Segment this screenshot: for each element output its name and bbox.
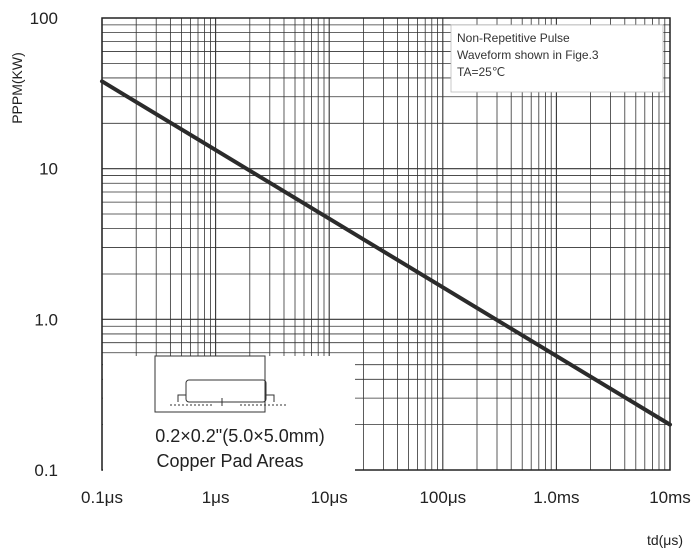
pad-label-line-2: Copper Pad Areas	[156, 451, 303, 471]
x-tick-label: 100μs	[419, 488, 466, 507]
note-line-1: Non-Repetitive Pulse	[457, 31, 570, 45]
series-layer	[100, 79, 672, 427]
x-tick-label: 10ms	[649, 488, 691, 507]
x-tick-label: 1μs	[202, 488, 230, 507]
x-axis-label: td(μs)	[647, 532, 683, 548]
copper-pad-label-bg	[128, 418, 346, 474]
y-tick-label: 100	[30, 9, 58, 28]
y-tick-label: 10	[39, 160, 58, 179]
x-tick-label: 0.1μs	[81, 488, 123, 507]
plot-frame	[101, 17, 671, 471]
note-line-3: TA=25℃	[457, 65, 505, 79]
conditions-note-box	[450, 24, 664, 93]
copper-pad-graphic-box	[154, 355, 266, 413]
pad-label-line-1: 0.2×0.2"(5.0×5.0mm)	[155, 426, 324, 446]
y-tick-label: 1.0	[34, 310, 58, 329]
x-tick-label: 10μs	[311, 488, 348, 507]
x-tick-label: 1.0ms	[533, 488, 579, 507]
copper-pad-inset: 0.2×0.2"(5.0×5.0mm) Copper Pad Areas	[103, 355, 355, 474]
note-line-2: Waveform shown in Fige.3	[457, 48, 599, 62]
smd-package-icon	[170, 379, 286, 406]
y-axis-label: PPPM(KW)	[9, 52, 25, 124]
conditions-note: Non-Repetitive Pulse Waveform shown in F…	[450, 24, 664, 93]
y-tick-label: 0.1	[34, 461, 58, 480]
y-tick-labels: 0.1 1.0 10 100	[30, 9, 58, 480]
x-tick-labels: 0.1μs 1μs 10μs 100μs 1.0ms 10ms	[81, 488, 691, 507]
series-line	[100, 79, 672, 427]
